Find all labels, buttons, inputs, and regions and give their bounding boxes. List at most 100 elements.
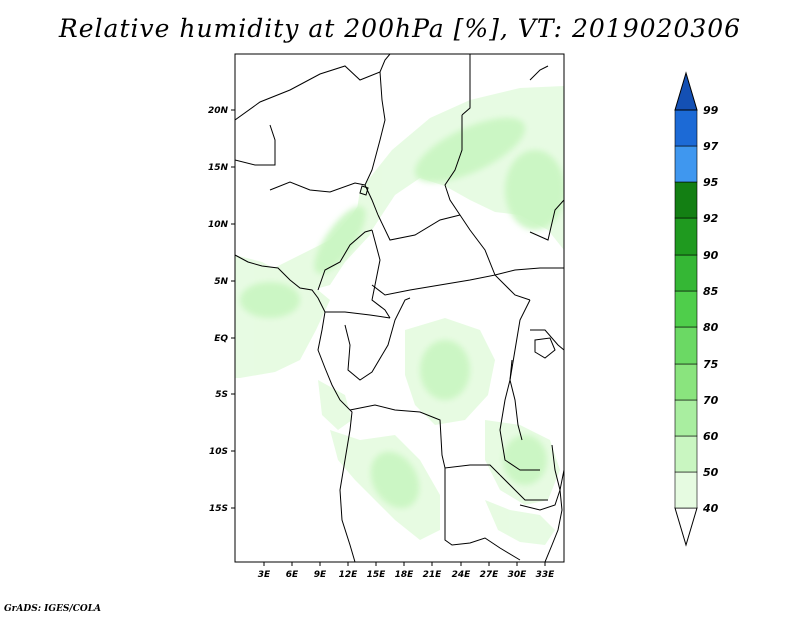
svg-text:9E: 9E xyxy=(314,570,327,580)
border-chad-sudan xyxy=(444,115,496,276)
lon-tick: 33E xyxy=(536,562,556,580)
lat-tick: 20N xyxy=(208,106,235,116)
colorbar-label: 80 xyxy=(703,321,719,334)
border-congo xyxy=(344,297,411,381)
lat-tick: 15N xyxy=(208,163,235,173)
lon-tick: 27E xyxy=(480,562,500,580)
svg-text:30E: 30E xyxy=(508,570,528,580)
colorbar-segment xyxy=(674,363,698,401)
colorbar-label: 75 xyxy=(703,358,719,371)
lat-tick: EQ xyxy=(214,334,235,344)
lat-tick: 10S xyxy=(209,447,235,457)
border-car-south xyxy=(371,274,531,301)
lon-tick: 30E xyxy=(508,562,528,580)
coastline-west-africa xyxy=(235,254,356,562)
lon-tick: 21E xyxy=(423,562,443,580)
map-frame xyxy=(234,53,565,563)
svg-text:33E: 33E xyxy=(536,570,556,580)
border-mali-niger xyxy=(235,124,276,166)
colorbar-label: 92 xyxy=(703,212,719,225)
colorbar-label: 40 xyxy=(702,502,719,515)
svg-text:10S: 10S xyxy=(209,447,228,457)
border-algeria-niger xyxy=(235,54,391,121)
svg-text:3E: 3E xyxy=(258,570,271,580)
svg-text:10N: 10N xyxy=(208,220,229,230)
lake-chad xyxy=(359,185,369,196)
border-nigeria xyxy=(269,181,366,193)
border-nigeria-cameroon xyxy=(317,229,373,291)
border-cameroon-south xyxy=(325,311,391,319)
lat-axis: 20N 15N 10N 5N EQ 5S 10S 15S xyxy=(208,106,235,514)
svg-text:21E: 21E xyxy=(423,570,443,580)
border-libya-egypt xyxy=(461,54,471,116)
humidity-patch-southeast xyxy=(485,500,555,545)
svg-text:5N: 5N xyxy=(214,277,228,287)
svg-text:12E: 12E xyxy=(339,570,359,580)
colorbar-segment xyxy=(674,254,698,292)
border-angola-south xyxy=(444,468,521,561)
colorbar-segment xyxy=(674,399,698,437)
border-zambia xyxy=(499,474,548,501)
colorbar-label: 50 xyxy=(703,466,719,479)
coastline-east xyxy=(544,469,564,562)
colorbar-segment xyxy=(674,435,698,473)
border-cameroon-car xyxy=(371,229,391,319)
border-angola-drc xyxy=(349,404,501,476)
colorbar-label: 60 xyxy=(703,430,719,443)
lat-tick: 5N xyxy=(214,277,235,287)
lake-malawi xyxy=(551,444,561,491)
coast-north-east xyxy=(529,65,549,81)
lat-tick: 15S xyxy=(209,504,235,514)
humidity-core-5 xyxy=(420,340,470,400)
map-title: Relative humidity at 200hPa [%], VT: 201… xyxy=(58,14,742,43)
lake-victoria xyxy=(534,337,556,359)
svg-text:EQ: EQ xyxy=(214,334,228,344)
lon-tick: 3E xyxy=(258,562,271,580)
svg-text:18E: 18E xyxy=(395,570,415,580)
lat-tick: 5S xyxy=(215,390,235,400)
border-sudan-south xyxy=(494,267,564,276)
colorbar-segment xyxy=(674,290,698,328)
colorbar-segment xyxy=(674,181,698,219)
colorbar-segment xyxy=(674,326,698,365)
colorbar-segment xyxy=(674,71,698,111)
border-uganda xyxy=(530,329,564,351)
humidity-core-3 xyxy=(314,206,366,274)
svg-text:15N: 15N xyxy=(208,163,229,173)
lake-tanganyika xyxy=(509,359,523,441)
colorbar-label: 85 xyxy=(703,285,719,298)
lon-tick: 12E xyxy=(339,562,359,580)
lon-axis: 3E 6E 9E 12E 15E 18E 21E 24E 27E 30E 33E xyxy=(258,562,555,580)
colorbar-segment xyxy=(674,217,698,256)
svg-text:27E: 27E xyxy=(480,570,500,580)
lat-tick: 10N xyxy=(208,220,235,230)
footer-credit: GrADS: IGES/COLA xyxy=(4,604,102,614)
svg-text:5S: 5S xyxy=(215,390,228,400)
colorbar-segment xyxy=(674,507,698,547)
svg-text:24E: 24E xyxy=(452,570,472,580)
svg-text:20N: 20N xyxy=(208,106,229,116)
humidity-core-1 xyxy=(414,117,526,183)
colorbar-segment xyxy=(674,471,698,509)
colorbar-label: 97 xyxy=(703,140,719,153)
border-chad-car xyxy=(377,214,461,241)
border-mozambique xyxy=(519,489,561,511)
colorbar-label: 95 xyxy=(703,176,719,189)
svg-text:15S: 15S xyxy=(209,504,228,514)
border-niger-chad xyxy=(364,71,386,216)
humidity-core-6 xyxy=(503,435,547,485)
border-drc-east xyxy=(499,299,540,471)
colorbar-segment xyxy=(674,109,698,147)
lon-tick: 9E xyxy=(314,562,327,580)
humidity-core-2 xyxy=(505,150,564,230)
lon-tick: 6E xyxy=(286,562,299,580)
humidity-shading xyxy=(235,86,564,545)
colorbar-label: 99 xyxy=(703,104,719,117)
border-ethiopia xyxy=(529,199,564,241)
humidity-patch-coast xyxy=(318,380,352,430)
svg-text:15E: 15E xyxy=(367,570,387,580)
humidity-core-7 xyxy=(370,451,420,509)
lon-tick: 18E xyxy=(395,562,415,580)
lon-tick: 24E xyxy=(452,562,472,580)
